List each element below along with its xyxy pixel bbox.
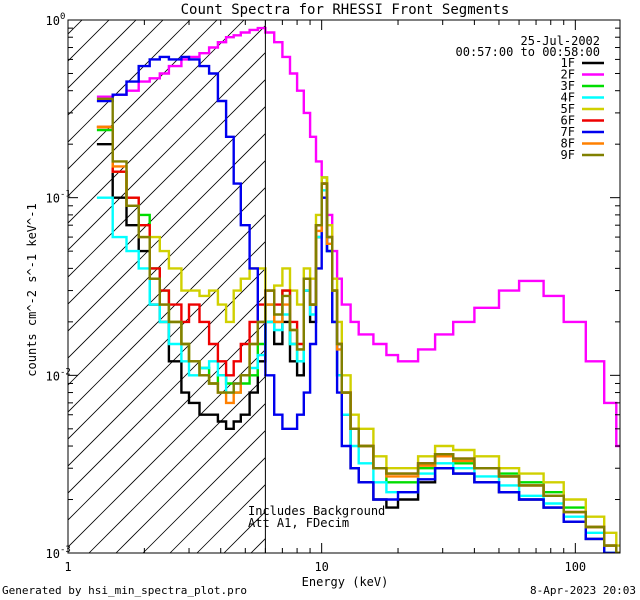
- chart-title: Count Spectra for RHESSI Front Segments: [181, 2, 510, 18]
- hatch-line: [68, 20, 164, 116]
- svg-text:-3: -3: [60, 545, 71, 555]
- plot-frame: [67, 19, 621, 554]
- svg-text:10: 10: [46, 192, 60, 206]
- annotation-attenuator: Att A1, FDecim: [248, 516, 349, 530]
- x-axis-ticks: [67, 20, 576, 553]
- svg-text:-2: -2: [60, 367, 71, 377]
- series-layer: [96, 26, 620, 553]
- hatch-line: [68, 20, 245, 197]
- hatch-line: [68, 52, 266, 251]
- legend-label-2F: 2F: [561, 68, 575, 82]
- legend-label-7F: 7F: [561, 125, 575, 139]
- y-axis-ticks: [68, 19, 620, 554]
- x-tick-label: 100: [564, 560, 586, 574]
- legend-label-3F: 3F: [561, 79, 575, 93]
- hatch-line: [68, 268, 266, 467]
- x-tick-label: 1: [64, 560, 71, 574]
- series-line-9F: [96, 97, 620, 553]
- hatch-line: [68, 133, 266, 332]
- legend-label-9F: 9F: [561, 148, 575, 162]
- hatch-line: [68, 160, 266, 359]
- hatch-line: [68, 25, 266, 224]
- y-tick-label: 10 -1: [46, 190, 71, 206]
- hatch-line: [169, 457, 266, 553]
- hatch-line: [68, 295, 266, 494]
- svg-text:0: 0: [60, 12, 65, 22]
- hatch-line: [68, 20, 137, 89]
- svg-text:10: 10: [46, 547, 60, 561]
- hatch-line: [68, 20, 191, 143]
- legend-label-6F: 6F: [561, 114, 575, 128]
- hatch-line: [68, 349, 266, 548]
- legend-label-4F: 4F: [561, 91, 575, 105]
- hatch-line: [88, 376, 266, 553]
- hatch-line: [68, 187, 266, 386]
- hatch-line: [68, 79, 266, 278]
- x-axis-label: Energy (keV): [302, 575, 389, 589]
- legend-date: 25-Jul-2002: [521, 34, 600, 48]
- legend-label-5F: 5F: [561, 102, 575, 116]
- footer-generated-by: Generated by hsi_min_spectra_plot.pro: [2, 584, 247, 597]
- hatch-line: [68, 106, 266, 305]
- hatch-line: [68, 20, 218, 170]
- hatch-line: [68, 241, 266, 440]
- svg-text:10: 10: [46, 369, 60, 383]
- series-line-7F: [96, 55, 618, 553]
- hatch-line: [68, 322, 266, 521]
- svg-text:-1: -1: [60, 190, 71, 200]
- y-axis-label: counts cm^-2 s^-1 keV^-1: [25, 203, 39, 376]
- annotation-background: Includes Background: [248, 504, 385, 518]
- x-tick-label: 10: [314, 560, 328, 574]
- legend-label-1F: 1F: [561, 56, 575, 70]
- y-tick-label: 10 -2: [46, 367, 71, 383]
- legend-label-8F: 8F: [561, 137, 575, 151]
- hatch-line: [68, 214, 266, 413]
- legend-time-range: 00:57:00 to 00:58:00: [456, 45, 601, 59]
- svg-text:10: 10: [46, 14, 60, 28]
- hatch-line: [142, 430, 266, 553]
- hatch-line: [115, 403, 266, 553]
- y-tick-label: 10 -3: [46, 545, 71, 561]
- y-tick-label: 10 0: [46, 12, 66, 28]
- footer-timestamp: 8-Apr-2023 20:03: [530, 584, 636, 597]
- hatched-region: [68, 20, 266, 553]
